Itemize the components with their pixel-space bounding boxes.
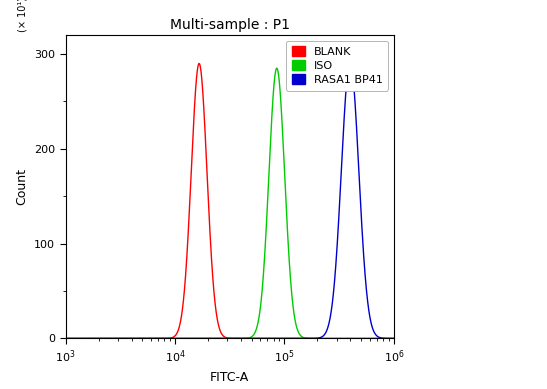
ISO bbox=[306, 336, 312, 341]
RASA1 BP41 bbox=[82, 336, 88, 341]
ISO bbox=[274, 66, 280, 70]
Text: (× 10¹): (× 10¹) bbox=[18, 0, 28, 32]
BLANK bbox=[82, 336, 88, 341]
RASA1 BP41 bbox=[62, 336, 69, 341]
Title: Multi-sample : P1: Multi-sample : P1 bbox=[170, 18, 290, 32]
BLANK bbox=[289, 336, 295, 341]
ISO bbox=[445, 336, 452, 341]
BLANK bbox=[306, 336, 312, 341]
ISO bbox=[201, 336, 207, 341]
BLANK bbox=[196, 61, 202, 66]
RASA1 BP41 bbox=[306, 336, 312, 341]
RASA1 BP41 bbox=[366, 315, 373, 320]
ISO bbox=[82, 336, 88, 341]
BLANK bbox=[366, 336, 373, 341]
BLANK bbox=[346, 336, 353, 341]
Line: ISO: ISO bbox=[66, 68, 449, 338]
RASA1 BP41 bbox=[347, 59, 353, 64]
Line: BLANK: BLANK bbox=[66, 63, 449, 338]
ISO bbox=[366, 336, 373, 341]
BLANK bbox=[62, 336, 69, 341]
Line: RASA1 BP41: RASA1 BP41 bbox=[66, 61, 449, 338]
BLANK bbox=[445, 336, 452, 341]
RASA1 BP41 bbox=[445, 336, 452, 341]
ISO bbox=[289, 297, 295, 301]
X-axis label: FITC-A: FITC-A bbox=[210, 371, 249, 384]
ISO bbox=[62, 336, 69, 341]
RASA1 BP41 bbox=[201, 336, 207, 341]
Y-axis label: Count: Count bbox=[15, 168, 28, 205]
RASA1 BP41 bbox=[289, 336, 295, 341]
ISO bbox=[346, 336, 353, 341]
BLANK bbox=[201, 115, 208, 120]
Legend: BLANK, ISO, RASA1 BP41: BLANK, ISO, RASA1 BP41 bbox=[286, 40, 388, 91]
RASA1 BP41 bbox=[346, 60, 353, 65]
